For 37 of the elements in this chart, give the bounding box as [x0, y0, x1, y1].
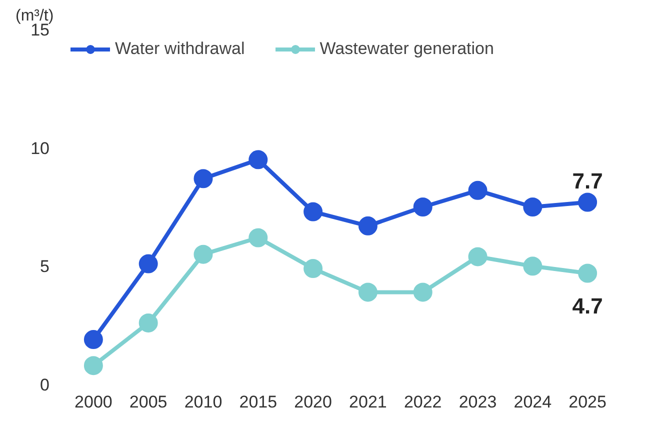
- x-tick-label: 2005: [129, 392, 168, 412]
- point: [523, 256, 542, 276]
- legend-label: Water withdrawal: [115, 39, 245, 59]
- point: [468, 180, 488, 200]
- x-tick-label: 2010: [184, 392, 222, 412]
- x-tick-label: 2023: [458, 392, 497, 412]
- y-tick-label: 5: [40, 257, 50, 276]
- data-label: 7.7: [572, 168, 603, 194]
- point: [84, 330, 103, 350]
- point: [578, 192, 598, 212]
- point: [248, 228, 268, 248]
- legend-label: Wastewater generation: [320, 39, 494, 59]
- x-tick-label: 2000: [74, 392, 112, 412]
- x-tick-label: 2021: [349, 392, 387, 412]
- y-tick-label: 10: [30, 138, 50, 158]
- point: [304, 202, 323, 222]
- point: [138, 254, 158, 274]
- point: [248, 150, 268, 170]
- point: [304, 259, 323, 278]
- point: [358, 216, 378, 236]
- point: [138, 313, 158, 332]
- point: [358, 282, 378, 302]
- x-tick-label: 2015: [239, 392, 278, 412]
- y-tick-label: 0: [40, 376, 50, 394]
- x-tick-label: 2022: [404, 392, 442, 412]
- x-tick-label: 2020: [294, 392, 332, 412]
- point: [468, 247, 488, 266]
- data-label: 4.7: [572, 293, 603, 318]
- point: [194, 244, 213, 264]
- point: [413, 198, 432, 216]
- point: [84, 356, 103, 376]
- x-tick-label: 2025: [568, 392, 606, 412]
- point: [194, 169, 213, 188]
- point: [523, 198, 542, 216]
- point: [578, 264, 598, 283]
- point: [413, 282, 432, 302]
- x-tick-label: 2024: [514, 392, 552, 412]
